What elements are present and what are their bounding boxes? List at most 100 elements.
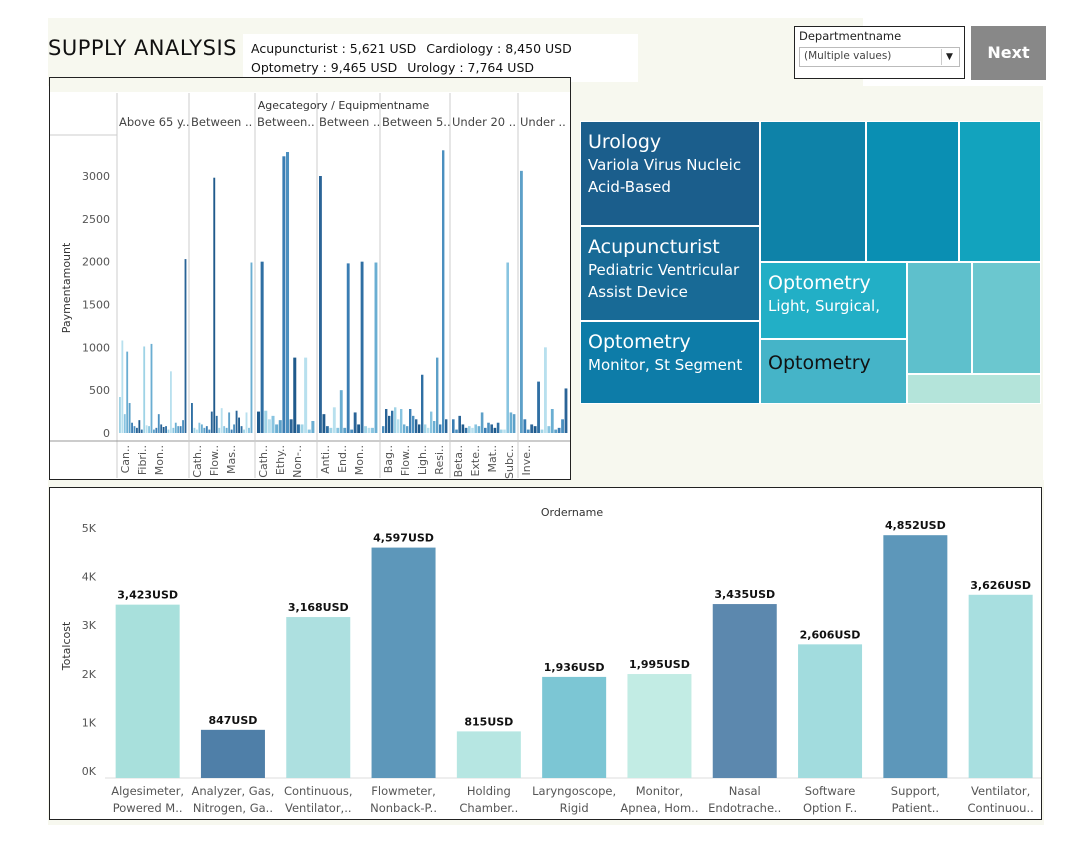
bar [371, 427, 374, 433]
bar [325, 426, 329, 433]
pane-header-label: Between .. [319, 115, 380, 129]
bar [506, 262, 509, 433]
totalcost-chart-svg: Ordername Totalcost 0K 1K 2K 3K 4K 5K 3,423USD Al… [60, 506, 1041, 815]
bar [123, 414, 126, 433]
bar [153, 429, 155, 433]
data-label: 4,852USD [885, 519, 946, 532]
bar [205, 426, 208, 433]
bar [172, 427, 175, 433]
treemap-cell[interactable]: Acupuncturist Pediatric Ventricular Assist… [580, 226, 760, 321]
treemap-cell[interactable] [866, 121, 959, 262]
bar [530, 424, 534, 433]
bar [533, 426, 537, 433]
category-label: Mas.. [225, 445, 238, 474]
treemap-cell-subtitle: Light, Surgical, [768, 297, 880, 315]
treemap-cell-subtitle: Acid-Based [588, 178, 671, 196]
category-label: Cath.. [191, 445, 204, 478]
y-tick-label: 2000 [82, 256, 110, 269]
category-label: Can.. [119, 445, 132, 473]
bar [339, 390, 343, 433]
category-label: Flow.. [208, 445, 221, 476]
bar [537, 381, 540, 433]
bar [208, 429, 211, 433]
bar [484, 427, 487, 433]
category-label: Beta.. [452, 445, 465, 477]
bar [520, 170, 523, 434]
treemap-cell-subtitle: Monitor, St Segment [588, 356, 743, 374]
pane-header-label: Above 65 y.. [119, 115, 190, 129]
bar [436, 357, 439, 433]
bar [238, 417, 240, 433]
y-tick-label: 5K [82, 522, 97, 535]
pane-header-label: Under 20 .. [452, 115, 516, 129]
treemap-cell-title: Optometry [588, 331, 691, 353]
bar [282, 156, 286, 433]
bar [203, 427, 206, 433]
bar [128, 403, 131, 433]
category-label: Powered M.. [113, 801, 183, 815]
data-label: 3,168USD [288, 601, 349, 614]
bar [319, 176, 322, 433]
category-label: End.. [336, 445, 349, 473]
treemap-cell[interactable] [972, 262, 1041, 374]
bar [343, 427, 347, 433]
treemap-cell[interactable]: Optometry Light, Surgical, [760, 262, 907, 339]
category-label: Flow.. [399, 445, 412, 476]
bar [167, 429, 170, 433]
bar [289, 419, 293, 433]
bar [468, 426, 471, 433]
treemap-cell[interactable]: Optometry [760, 339, 907, 404]
bar [452, 419, 455, 433]
category-label: Non-.. [291, 445, 304, 478]
bar [400, 409, 403, 433]
category-label: Software [805, 784, 856, 798]
bar [442, 150, 445, 434]
bar [409, 409, 412, 433]
treemap-cell[interactable] [907, 374, 1041, 404]
bar [461, 424, 465, 433]
bar [464, 427, 468, 433]
y-tick-label: 3000 [82, 170, 110, 183]
bar [557, 427, 561, 433]
treemap-cell[interactable]: Optometry Monitor, St Segment [580, 321, 760, 404]
bar [235, 410, 238, 433]
bar [304, 357, 308, 433]
dropdown-arrow-icon[interactable]: ▼ [941, 49, 957, 65]
bar [424, 424, 427, 433]
department-select[interactable]: (Multiple values) ▼ [799, 47, 960, 67]
chart-top-band [50, 78, 570, 92]
bar [131, 422, 133, 433]
data-label: 3,626USD [970, 579, 1031, 592]
y-axis-label: Paymentamount [60, 242, 73, 333]
bar [174, 422, 177, 433]
bar [433, 421, 436, 433]
summary-optometry: Optometry : 9,465 USD [251, 60, 398, 75]
bar [267, 419, 271, 433]
bar [121, 340, 124, 433]
bar [293, 357, 297, 433]
bar [240, 426, 243, 433]
y-tick-label: 0K [82, 765, 97, 778]
bar [547, 426, 551, 433]
summary-urology: Urology : 7,764 USD [407, 60, 535, 75]
treemap-cell[interactable] [959, 121, 1041, 262]
bar [250, 262, 253, 433]
pane-6: Under .. Inve.. [517, 93, 568, 478]
treemap-cell[interactable] [907, 262, 972, 374]
category-label: Monitor, [636, 784, 683, 798]
category-label: Mon.. [153, 445, 166, 475]
treemap-cell[interactable] [760, 121, 866, 262]
bar [550, 409, 554, 433]
y-tick-label: 0 [103, 427, 110, 440]
bar [143, 346, 146, 433]
category-label: Mat.. [486, 445, 499, 473]
category-label: Exte.. [469, 445, 482, 477]
bar [360, 261, 364, 433]
bar [540, 429, 544, 433]
bar [371, 547, 436, 778]
treemap-cell[interactable]: Urology Variola Virus Nucleic Acid-Based [580, 121, 760, 226]
next-button[interactable]: Next [971, 26, 1046, 80]
department-summary: Acupuncturist : 5,621 USD Cardiology : 8,… [243, 34, 638, 82]
bar [223, 426, 226, 433]
treemap-cell-title: Acupuncturist [588, 236, 720, 258]
